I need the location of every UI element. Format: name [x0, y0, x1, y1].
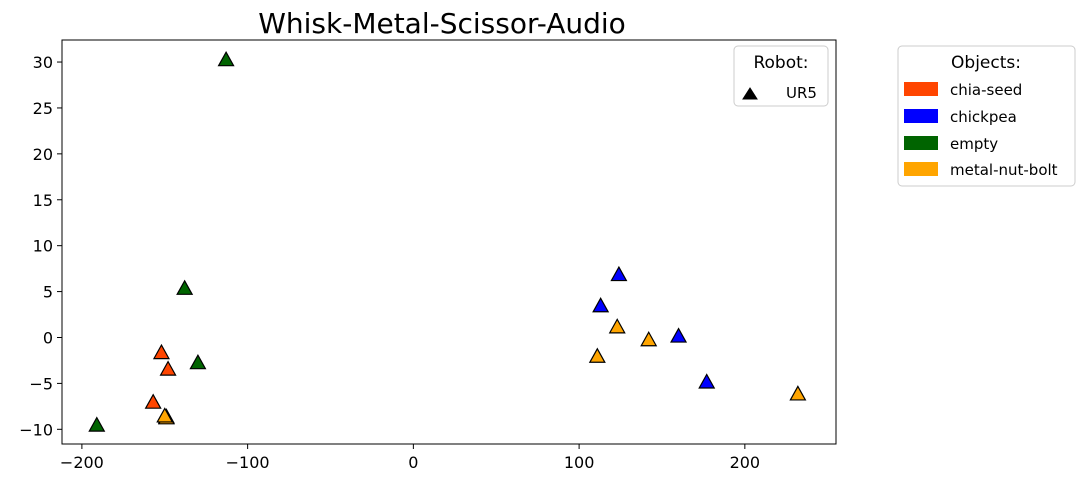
- y-axis: −10 −5 0 5 10 15 20 25 30: [19, 53, 62, 439]
- y-tick-label: 20: [33, 145, 53, 164]
- legend-label-empty: empty: [950, 135, 998, 153]
- chart-title: Whisk-Metal-Scissor-Audio: [258, 7, 626, 40]
- point-metal-nut-bolt: [156, 407, 174, 423]
- robot-legend: Robot: UR5: [733, 45, 829, 107]
- y-tick-label: −10: [19, 420, 53, 439]
- legend-swatch-metal-nut-bolt: [904, 162, 938, 176]
- scatter-points: [88, 50, 807, 432]
- point-chickpea: [592, 297, 610, 313]
- point-chickpea: [698, 373, 716, 389]
- y-tick-label: −5: [29, 374, 53, 393]
- x-tick-label: 100: [564, 453, 595, 472]
- x-tick-label: 0: [408, 453, 418, 472]
- objects-legend-box: [897, 45, 1076, 187]
- y-tick-label: 30: [33, 53, 53, 72]
- legend-swatch-empty: [904, 136, 938, 150]
- y-tick-label: 25: [33, 99, 53, 118]
- point-metal-nut-bolt: [608, 318, 626, 334]
- robot-legend-triangle-icon: [742, 87, 758, 100]
- legend-swatch-chickpea: [904, 109, 938, 123]
- point-chickpea: [610, 265, 628, 282]
- point-chia-seed: [144, 393, 162, 409]
- y-tick-label: 10: [33, 237, 53, 256]
- x-axis: −200 −100 0 100 200: [60, 444, 760, 472]
- point-chia-seed: [159, 360, 177, 376]
- x-tick-label: −100: [226, 453, 270, 472]
- point-metal-nut-bolt: [588, 347, 606, 363]
- y-tick-label: 0: [43, 328, 53, 347]
- objects-legend: Objects: chia-seed chickpea empty metal-…: [897, 45, 1076, 187]
- x-tick-label: 200: [730, 453, 761, 472]
- robot-legend-title: Robot:: [753, 53, 808, 73]
- objects-legend-title: Objects:: [951, 53, 1021, 73]
- point-metal-nut-bolt: [789, 385, 807, 401]
- y-tick-label: 15: [33, 191, 53, 210]
- plot-area: [61, 39, 837, 445]
- robot-legend-label: UR5: [786, 84, 817, 102]
- point-empty: [217, 50, 235, 67]
- y-tick-label: 5: [43, 283, 53, 302]
- x-tick-label: −200: [60, 453, 104, 472]
- point-metal-nut-bolt: [640, 331, 658, 347]
- point-empty: [88, 416, 106, 432]
- point-chickpea: [670, 327, 688, 343]
- legend-swatch-chia-seed: [904, 82, 938, 96]
- robot-legend-box: [733, 45, 829, 107]
- point-empty: [176, 279, 194, 295]
- legend-label-metal-nut-bolt: metal-nut-bolt: [950, 161, 1058, 179]
- legend-label-chia-seed: chia-seed: [950, 81, 1022, 99]
- point-empty: [189, 353, 207, 370]
- legend-label-chickpea: chickpea: [950, 108, 1017, 126]
- point-chia-seed: [152, 343, 170, 360]
